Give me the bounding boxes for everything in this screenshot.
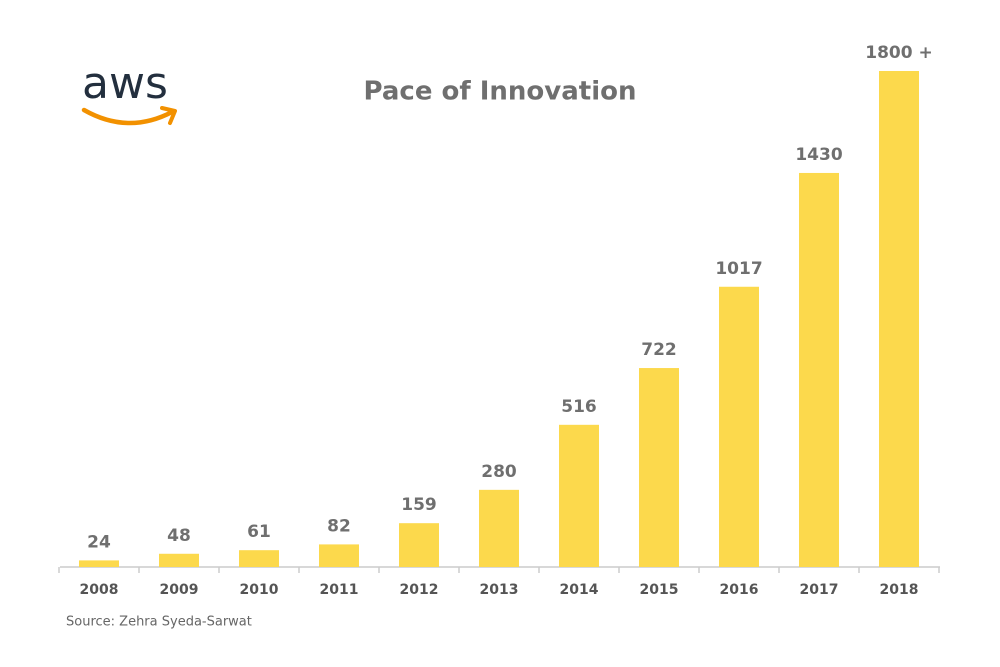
bar bbox=[399, 523, 439, 567]
value-label: 722 bbox=[641, 340, 677, 360]
value-label: 61 bbox=[247, 522, 271, 542]
x-tick-label: 2013 bbox=[480, 582, 519, 598]
value-label: 1800 + bbox=[865, 43, 932, 63]
chart-title: Pace of Innovation bbox=[364, 77, 637, 107]
x-tick-label: 2008 bbox=[80, 582, 119, 598]
x-tick-label: 2018 bbox=[880, 582, 919, 598]
bar bbox=[239, 550, 279, 567]
x-tick-label: 2009 bbox=[160, 582, 199, 598]
bar bbox=[559, 424, 599, 567]
bar bbox=[79, 560, 119, 567]
bar bbox=[879, 71, 919, 567]
x-tick-label: 2015 bbox=[640, 582, 679, 598]
value-label: 1017 bbox=[715, 259, 762, 279]
bar bbox=[639, 368, 679, 567]
value-label: 280 bbox=[481, 462, 517, 482]
bar bbox=[159, 553, 199, 567]
logo-smile bbox=[81, 107, 175, 126]
x-tick-label: 2010 bbox=[240, 582, 279, 598]
bar bbox=[479, 489, 519, 567]
value-label: 24 bbox=[87, 532, 111, 552]
logo-text: aws bbox=[82, 58, 168, 109]
bar bbox=[719, 286, 759, 567]
value-label: 516 bbox=[561, 397, 597, 417]
x-tick-label: 2016 bbox=[720, 582, 759, 598]
source: Source: Zehra Syeda-Sarwat bbox=[66, 615, 252, 630]
value-label: 82 bbox=[327, 516, 351, 536]
value-label: 48 bbox=[167, 526, 191, 546]
bar bbox=[799, 172, 839, 567]
x-tick-label: 2011 bbox=[320, 582, 359, 598]
value-label: 1430 bbox=[795, 145, 842, 165]
x-tick-label: 2014 bbox=[560, 582, 599, 598]
bar bbox=[319, 544, 359, 567]
value-label: 159 bbox=[401, 495, 437, 515]
x-tick-label: 2017 bbox=[800, 582, 839, 598]
logo-arrow bbox=[160, 106, 177, 125]
x-tick-label: 2012 bbox=[400, 582, 439, 598]
